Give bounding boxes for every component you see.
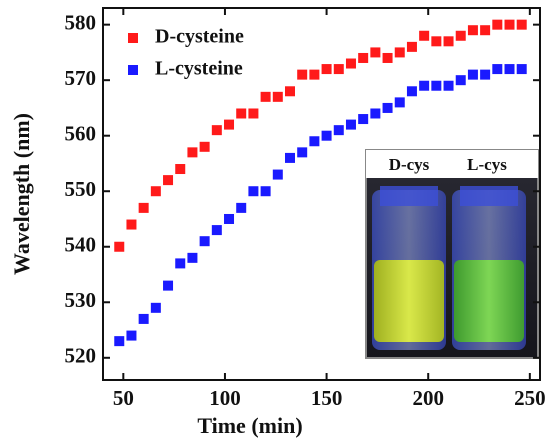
data-point (248, 108, 259, 119)
data-point (126, 330, 137, 341)
data-point (175, 258, 186, 269)
data-point (272, 169, 283, 180)
legend-marker (128, 33, 138, 43)
data-point (394, 47, 405, 58)
data-point (309, 136, 320, 147)
data-point (199, 236, 210, 247)
data-point (492, 64, 503, 75)
data-point (516, 64, 527, 75)
data-point (199, 141, 210, 152)
y-tick-label: 580 (65, 10, 97, 34)
data-point (467, 69, 478, 80)
data-point (516, 19, 527, 30)
y-tick-label: 570 (65, 66, 97, 90)
data-point (492, 19, 503, 30)
data-point (126, 219, 137, 230)
x-tick-label: 250 (514, 386, 546, 410)
data-point (175, 164, 186, 175)
x-tick-label: 150 (311, 386, 343, 410)
inset-label: L-cys (467, 155, 507, 174)
data-point (504, 64, 515, 75)
data-point (248, 186, 259, 197)
data-point (321, 130, 332, 141)
data-point (284, 86, 295, 97)
data-point (370, 108, 381, 119)
data-point (187, 147, 198, 158)
inset-label: D-cys (389, 155, 430, 174)
data-point (443, 80, 454, 91)
y-tick-label: 530 (65, 288, 97, 312)
data-point (114, 241, 125, 252)
data-point (187, 252, 198, 263)
data-point (480, 69, 491, 80)
data-point (284, 152, 295, 163)
data-point (345, 119, 356, 130)
data-point (406, 41, 417, 52)
data-point (260, 186, 271, 197)
data-point (211, 225, 222, 236)
y-tick-label: 520 (65, 344, 97, 368)
plot-frame (102, 7, 541, 381)
data-point (370, 47, 381, 58)
legend-marker (128, 65, 138, 75)
data-point (150, 302, 161, 313)
data-point (333, 64, 344, 75)
data-point (382, 102, 393, 113)
data-point (236, 108, 247, 119)
data-point (224, 119, 235, 130)
data-point (419, 30, 430, 41)
y-axis-title: Wavelength (nm) (9, 113, 34, 275)
data-point (431, 36, 442, 47)
y-tick-label: 540 (65, 233, 97, 257)
data-point (504, 19, 515, 30)
data-point (455, 30, 466, 41)
data-point (260, 91, 271, 102)
data-point (272, 91, 283, 102)
data-point (297, 69, 308, 80)
data-point (394, 97, 405, 108)
data-point (236, 202, 247, 213)
data-point (321, 64, 332, 75)
y-tick-label: 560 (65, 122, 97, 146)
data-point (150, 186, 161, 197)
data-point (297, 147, 308, 158)
x-tick-label: 200 (412, 386, 444, 410)
legend-label: D-cysteine (155, 26, 244, 48)
data-point (114, 336, 125, 347)
data-point (163, 280, 174, 291)
data-point (455, 75, 466, 86)
x-tick-label: 50 (113, 386, 134, 410)
data-point (419, 80, 430, 91)
data-point (333, 125, 344, 136)
legend-label: L-cysteine (155, 58, 243, 80)
x-tick-label: 100 (209, 386, 241, 410)
data-point (382, 52, 393, 63)
data-point (138, 202, 149, 213)
y-tick-label: 550 (65, 177, 97, 201)
data-point (406, 86, 417, 97)
data-point (443, 36, 454, 47)
data-point (358, 52, 369, 63)
data-point (431, 80, 442, 91)
inset-photo: D-cys L-cys (365, 149, 539, 359)
data-point (480, 25, 491, 36)
data-point (467, 25, 478, 36)
data-point (163, 175, 174, 186)
data-point (211, 125, 222, 136)
data-point (224, 213, 235, 224)
data-point (358, 114, 369, 125)
data-point (345, 58, 356, 69)
data-point (309, 69, 320, 80)
x-axis-title: Time (min) (197, 413, 302, 438)
data-point (138, 313, 149, 324)
